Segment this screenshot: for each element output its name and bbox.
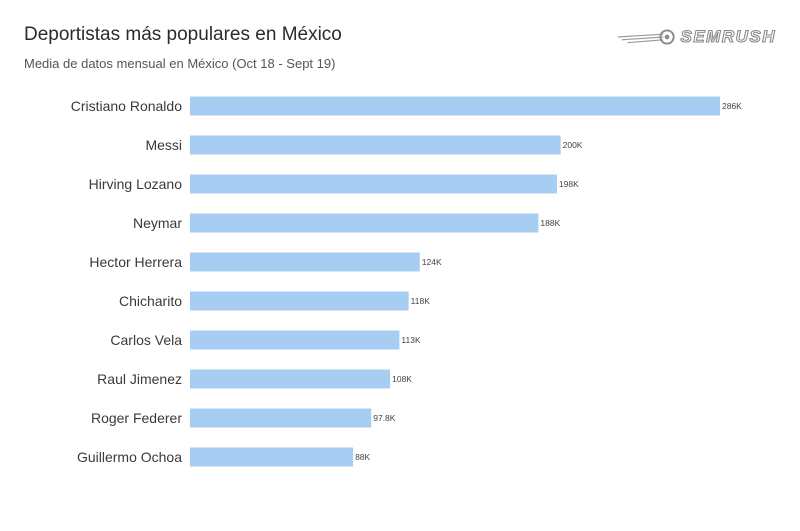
bar: [190, 291, 409, 311]
category-label: Hector Herrera: [89, 254, 182, 270]
semrush-logo: SEMRUSH: [616, 25, 776, 49]
value-label: 113K: [401, 335, 421, 345]
category-label: Cristiano Ronaldo: [71, 98, 182, 114]
value-label: 286K: [722, 101, 742, 111]
category-label: Carlos Vela: [110, 332, 182, 348]
chart-subtitle: Media de datos mensual en México (Oct 18…: [24, 56, 336, 71]
category-label: Messi: [145, 137, 182, 153]
category-label: Roger Federer: [91, 410, 182, 426]
bar: [190, 213, 539, 233]
bar: [190, 408, 372, 428]
bar: [190, 135, 561, 155]
semrush-comet-icon: [617, 29, 675, 45]
category-label: Hirving Lozano: [89, 176, 183, 192]
value-label: 188K: [540, 218, 560, 228]
value-label: 200K: [563, 140, 583, 150]
bar: [190, 96, 720, 116]
bar: [190, 330, 400, 350]
value-label: 108K: [392, 374, 412, 384]
category-label: Raul Jimenez: [97, 371, 182, 387]
chart-title: Deportistas más populares en México: [24, 24, 342, 45]
value-label: 124K: [422, 257, 442, 267]
category-label: Neymar: [133, 215, 182, 231]
bar: [190, 174, 557, 194]
value-label: 198K: [559, 179, 579, 189]
bar: [190, 447, 354, 467]
category-label: Guillermo Ochoa: [77, 449, 182, 465]
category-label: Chicharito: [119, 293, 182, 309]
value-label: 118K: [411, 296, 431, 306]
value-label: 97.8K: [373, 413, 396, 423]
bar: [190, 252, 420, 272]
value-label: 88K: [355, 452, 370, 462]
bar: [190, 369, 391, 389]
logo-text: SEMRUSH: [680, 26, 776, 46]
